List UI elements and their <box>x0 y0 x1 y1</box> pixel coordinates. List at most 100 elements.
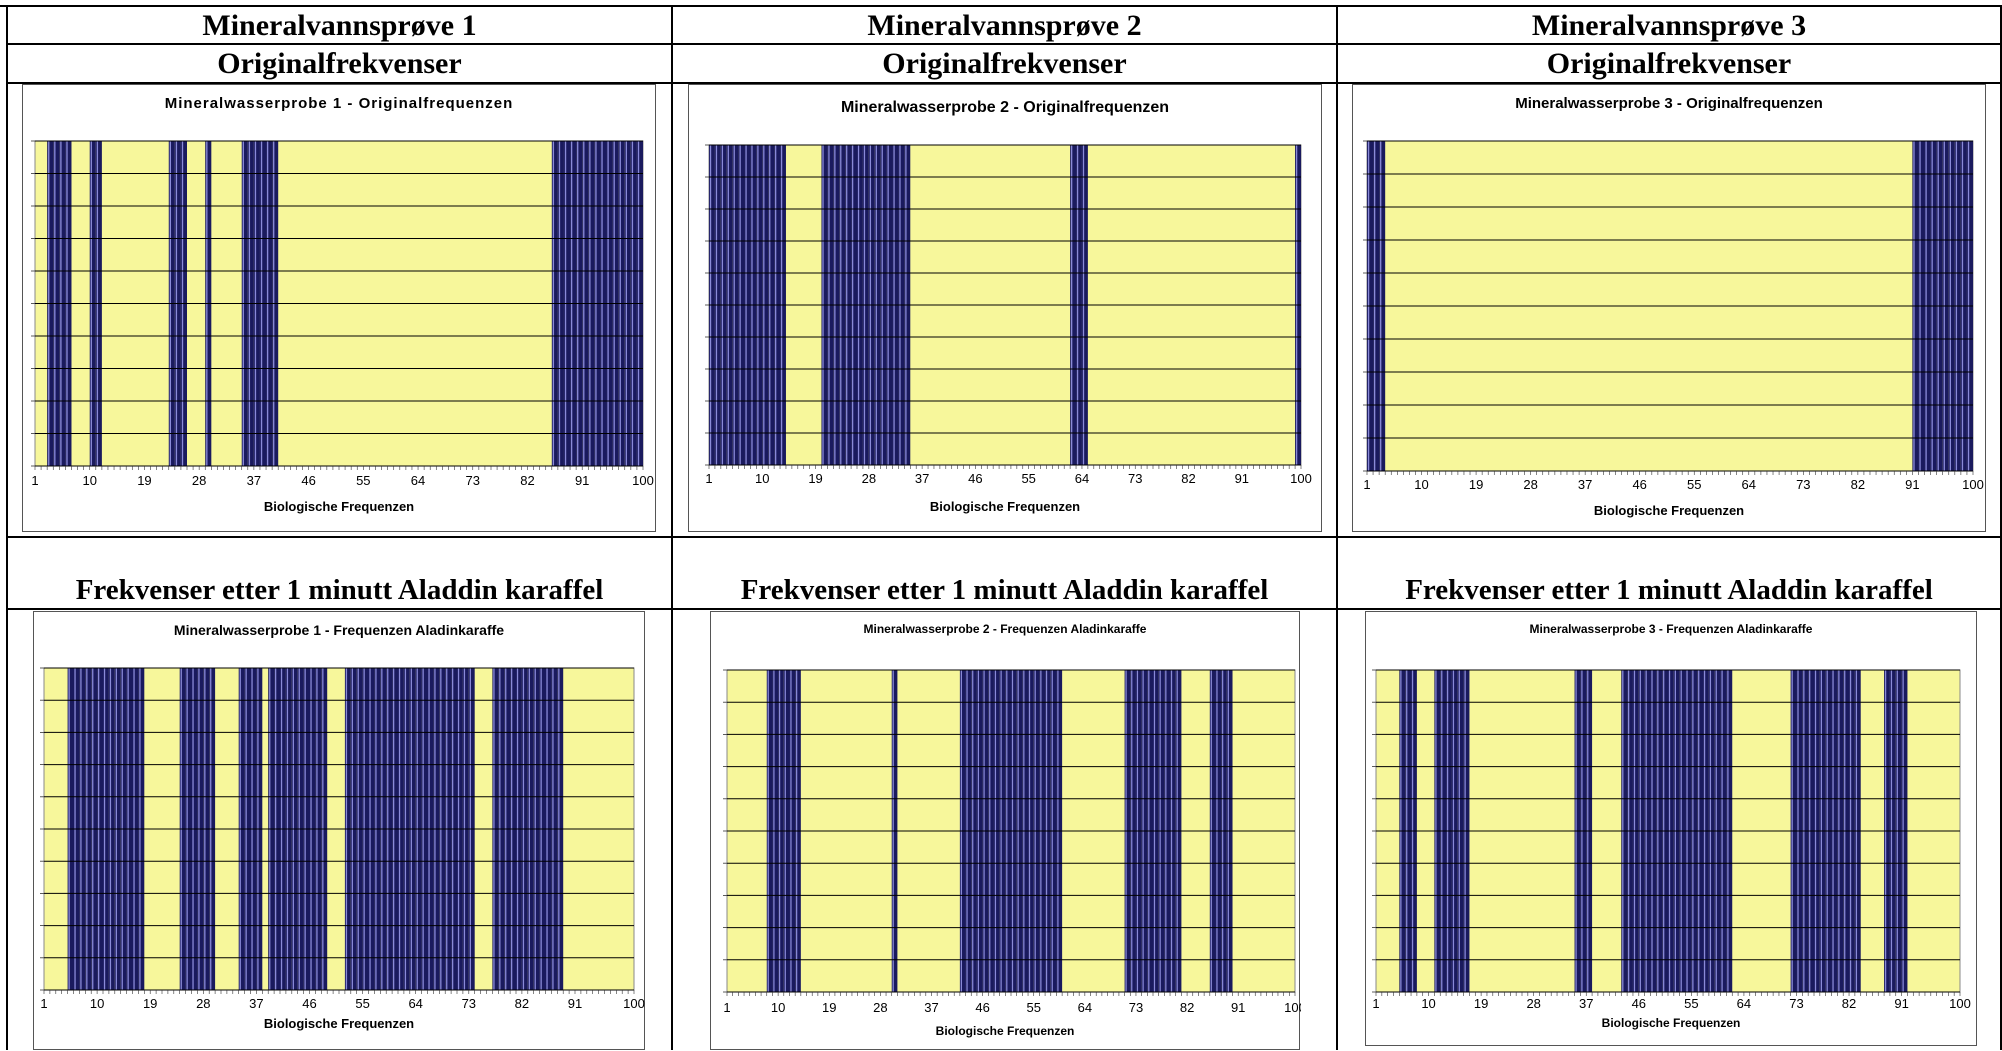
x-tick-label: 91 <box>568 996 582 1011</box>
x-tick-label: 64 <box>1078 1000 1092 1015</box>
x-axis-label: Biologische Frequenzen <box>935 1024 1075 1038</box>
chart-plot: 1 10 19 28 37 46 55 64 73 82 91 100 <box>31 140 654 488</box>
x-tick-label: 46 <box>975 1000 989 1015</box>
x-tick-label: 46 <box>301 473 315 488</box>
x-tick-label: 82 <box>1851 477 1865 492</box>
after-3-header: Frekvenser etter 1 minutt Aladdin karaff… <box>1405 574 1933 606</box>
table-rule <box>6 82 2002 84</box>
x-tick-label: 46 <box>968 471 982 486</box>
chart-plot: 1 10 19 28 37 46 55 64 73 82 91 100 <box>1372 669 1971 1011</box>
x-tick-label: 91 <box>575 473 589 488</box>
x-tick-label: 100 <box>623 996 645 1011</box>
chart-plot: 1 10 19 28 37 46 55 64 73 82 91 100 <box>1363 140 1984 492</box>
sample-1-header: Mineralvannsprøve 1 <box>202 9 477 42</box>
chart-plot: 1 10 19 28 37 46 55 64 73 82 91 100 <box>40 667 645 1011</box>
x-tick-label: 91 <box>1905 477 1919 492</box>
x-axis-label: Biologische Frequenzen <box>1601 1016 1741 1030</box>
x-tick-label: 37 <box>249 996 263 1011</box>
x-tick-label: 100 <box>1284 1000 1301 1015</box>
after-2-header: Frekvenser etter 1 minutt Aladdin karaff… <box>740 574 1269 606</box>
x-tick-label: 46 <box>1632 477 1646 492</box>
x-tick-label: 10 <box>90 996 104 1011</box>
chart-title: Mineralwasserprobe 3 - Frequenzen Aladin… <box>1529 622 1813 636</box>
chart-sample-1-aladdin: Mineralwasserprobe 1 - Frequenzen Aladin… <box>33 611 645 1050</box>
chart-title: Mineralwasserprobe 2 - Originalfrequenze… <box>840 99 1170 116</box>
original-2-header: Originalfrekvenser <box>882 47 1127 80</box>
x-tick-label: 28 <box>196 996 210 1011</box>
x-tick-label: 73 <box>1128 471 1142 486</box>
x-tick-label: 82 <box>520 473 534 488</box>
x-tick-label: 82 <box>1181 471 1195 486</box>
x-tick-label: 91 <box>1894 996 1908 1011</box>
sample-3-header: Mineralvannsprøve 3 <box>1531 9 1807 42</box>
x-axis-label: Biologische Frequenzen <box>929 499 1081 514</box>
original-1-header: Originalfrekvenser <box>217 47 462 80</box>
x-tick-label: 100 <box>1962 477 1984 492</box>
x-tick-label: 55 <box>356 473 370 488</box>
chart-title: Mineralwasserprobe 3 - Originalfrequenze… <box>1515 95 1823 112</box>
x-tick-label: 46 <box>302 996 316 1011</box>
x-tick-label: 37 <box>924 1000 938 1015</box>
after-1-header: Frekvenser etter 1 minutt Aladdin karaff… <box>75 574 604 606</box>
x-tick-label: 91 <box>1235 471 1249 486</box>
x-tick-label: 64 <box>411 473 425 488</box>
x-tick-label: 46 <box>1632 996 1646 1011</box>
x-tick-label: 55 <box>1684 996 1698 1011</box>
x-tick-label: 100 <box>632 473 654 488</box>
x-axis-label: Biologische Frequenzen <box>263 499 415 514</box>
original-3-header: Originalfrekvenser <box>1546 47 1792 80</box>
table-rule <box>6 43 2002 45</box>
x-tick-label: 64 <box>1742 477 1756 492</box>
x-tick-label: 55 <box>1687 477 1701 492</box>
table-rule <box>2000 5 2002 1050</box>
table-rule <box>671 5 673 1050</box>
chart-sample-3-aladdin: Mineralwasserprobe 3 - Frequenzen Aladin… <box>1365 611 1977 1046</box>
x-tick-label: 73 <box>1796 477 1810 492</box>
table-rule <box>6 536 2002 538</box>
x-tick-label: 28 <box>862 471 876 486</box>
x-tick-label: 37 <box>1579 996 1593 1011</box>
x-tick-label: 37 <box>915 471 929 486</box>
x-axis-label: Biologische Frequenzen <box>1593 503 1745 518</box>
x-tick-label: 28 <box>192 473 206 488</box>
x-tick-label: 1 <box>31 473 38 488</box>
x-tick-label: 64 <box>1075 471 1089 486</box>
x-tick-label: 19 <box>822 1000 836 1015</box>
x-tick-label: 100 <box>1290 471 1312 486</box>
x-tick-label: 91 <box>1231 1000 1245 1015</box>
x-tick-label: 1 <box>1363 477 1370 492</box>
x-tick-label: 55 <box>1026 1000 1040 1015</box>
x-tick-label: 28 <box>873 1000 887 1015</box>
x-tick-label: 10 <box>82 473 96 488</box>
x-tick-label: 73 <box>1789 996 1803 1011</box>
x-tick-label: 1 <box>723 1000 730 1015</box>
x-tick-label: 82 <box>515 996 529 1011</box>
x-tick-label: 82 <box>1842 996 1856 1011</box>
x-tick-label: 10 <box>755 471 769 486</box>
x-tick-label: 73 <box>1129 1000 1143 1015</box>
x-tick-label: 73 <box>462 996 476 1011</box>
chart-title: Mineralwasserprobe 1 - Originalfrequenze… <box>164 95 514 112</box>
x-tick-label: 100 <box>1949 996 1971 1011</box>
x-tick-label: 55 <box>355 996 369 1011</box>
x-tick-label: 10 <box>771 1000 785 1015</box>
x-tick-label: 19 <box>143 996 157 1011</box>
x-tick-label: 19 <box>1474 996 1488 1011</box>
chart-plot: 1 10 19 28 37 46 55 64 73 82 91 100 <box>723 669 1301 1015</box>
chart-title: Mineralwasserprobe 2 - Frequenzen Aladin… <box>863 622 1147 636</box>
x-tick-label: 10 <box>1421 996 1435 1011</box>
table-rule <box>0 5 2002 7</box>
chart-sample-3-original: Mineralwasserprobe 3 - Originalfrequenze… <box>1352 84 1986 532</box>
chart-sample-1-original: Mineralwasserprobe 1 - Originalfrequenze… <box>22 84 656 532</box>
x-tick-label: 73 <box>466 473 480 488</box>
x-tick-label: 64 <box>408 996 422 1011</box>
sample-2-header: Mineralvannsprøve 2 <box>867 9 1142 42</box>
x-tick-label: 28 <box>1523 477 1537 492</box>
x-tick-label: 10 <box>1414 477 1428 492</box>
x-tick-label: 1 <box>705 471 712 486</box>
chart-sample-2-aladdin: Mineralwasserprobe 2 - Frequenzen Aladin… <box>710 611 1301 1050</box>
x-tick-label: 64 <box>1737 996 1751 1011</box>
x-tick-label: 19 <box>808 471 822 486</box>
chart-plot: 1 10 19 28 37 46 55 64 73 82 91 100 <box>705 144 1312 486</box>
table-rule <box>6 5 8 1050</box>
